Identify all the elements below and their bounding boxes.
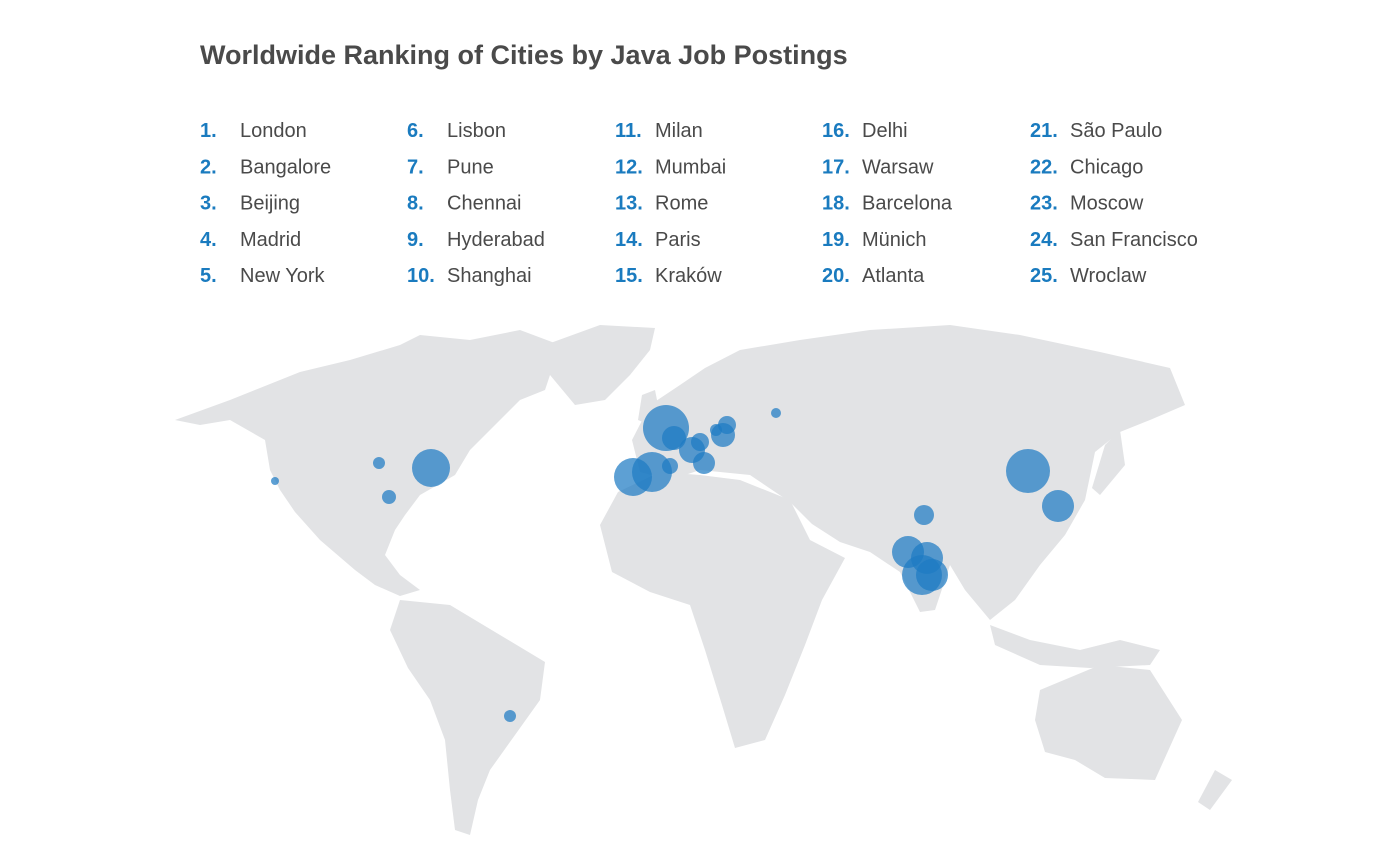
city-name: Shanghai: [447, 265, 532, 287]
australia: [1035, 665, 1182, 780]
indonesia: [990, 625, 1160, 668]
rank-number: 1.: [200, 120, 217, 142]
rank-number: 9.: [407, 229, 424, 251]
city-name: San Francisco: [1070, 229, 1198, 251]
city-name: São Paulo: [1070, 120, 1162, 142]
city-name: Warsaw: [862, 156, 934, 178]
title: Worldwide Ranking of Cities by Java Job …: [200, 40, 848, 70]
rank-number: 2.: [200, 156, 217, 178]
rank-number: 18.: [822, 193, 850, 215]
rank-number: 22.: [1030, 156, 1058, 178]
city-name: Barcelona: [862, 193, 953, 215]
bubble: [614, 458, 652, 496]
rank-number: 15.: [615, 265, 643, 287]
south-america: [390, 600, 545, 835]
world-map: [175, 325, 1232, 835]
bubble: [914, 505, 934, 525]
city-name: Chicago: [1070, 156, 1143, 178]
city-name: Delhi: [862, 120, 908, 142]
rank-number: 7.: [407, 156, 424, 178]
city-name: Moscow: [1070, 193, 1144, 215]
rank-number: 23.: [1030, 193, 1058, 215]
africa: [600, 472, 845, 748]
city-name: Hyderabad: [447, 229, 545, 251]
japan: [1092, 430, 1125, 495]
bubble: [771, 408, 781, 418]
rank-number: 19.: [822, 229, 850, 251]
city-bubbles: [271, 405, 1074, 722]
city-name: Chennai: [447, 193, 522, 215]
rank-number: 11.: [615, 120, 642, 142]
city-name: New York: [240, 265, 325, 287]
rank-number: 4.: [200, 229, 217, 251]
rank-number: 14.: [615, 229, 643, 251]
bubble: [916, 559, 948, 591]
greenland: [545, 325, 655, 405]
rank-number: 6.: [407, 120, 424, 142]
rank-number: 16.: [822, 120, 850, 142]
city-name: Paris: [655, 229, 701, 251]
bubble: [373, 457, 385, 469]
rank-number: 5.: [200, 265, 217, 287]
city-name: Rome: [655, 193, 708, 215]
rank-number: 12.: [615, 156, 643, 178]
bubble: [271, 477, 279, 485]
bubble: [1042, 490, 1074, 522]
ranking-list: 1. London 2. Bangalore 3. Beijing 4. Madrid 5. Ne…: [200, 120, 1198, 287]
city-name: Wroclaw: [1070, 265, 1147, 287]
city-name: Beijing: [240, 193, 300, 215]
bubble: [504, 710, 516, 722]
bubble: [693, 452, 715, 474]
city-name: Mumbai: [655, 156, 726, 178]
north-america: [175, 330, 560, 596]
rank-number: 13.: [615, 193, 643, 215]
city-name: Lisbon: [447, 120, 506, 142]
eurasia: [632, 325, 1185, 620]
rank-number: 21.: [1030, 120, 1058, 142]
rank-number: 20.: [822, 265, 850, 287]
city-name: Atlanta: [862, 265, 925, 287]
city-name: Kraków: [655, 265, 722, 287]
city-name: London: [240, 120, 307, 142]
bubble: [662, 426, 686, 450]
rank-number: 17.: [822, 156, 850, 178]
city-name: Münich: [862, 229, 926, 251]
city-name: Pune: [447, 156, 494, 178]
bubble: [691, 433, 709, 451]
city-name: Madrid: [240, 229, 301, 251]
bubble: [662, 458, 678, 474]
bubble: [1006, 449, 1050, 493]
bubble: [412, 449, 450, 487]
bubble: [892, 536, 924, 568]
rank-number: 25.: [1030, 265, 1058, 287]
rank-number: 8.: [407, 193, 424, 215]
city-name: Milan: [655, 120, 703, 142]
bubble: [710, 424, 722, 436]
rank-number: 10.: [407, 265, 435, 287]
bubble: [382, 490, 396, 504]
bubble: [718, 416, 736, 434]
rank-number: 3.: [200, 193, 217, 215]
city-name: Bangalore: [240, 156, 331, 178]
new-zealand: [1198, 770, 1232, 810]
rank-number: 24.: [1030, 229, 1058, 251]
